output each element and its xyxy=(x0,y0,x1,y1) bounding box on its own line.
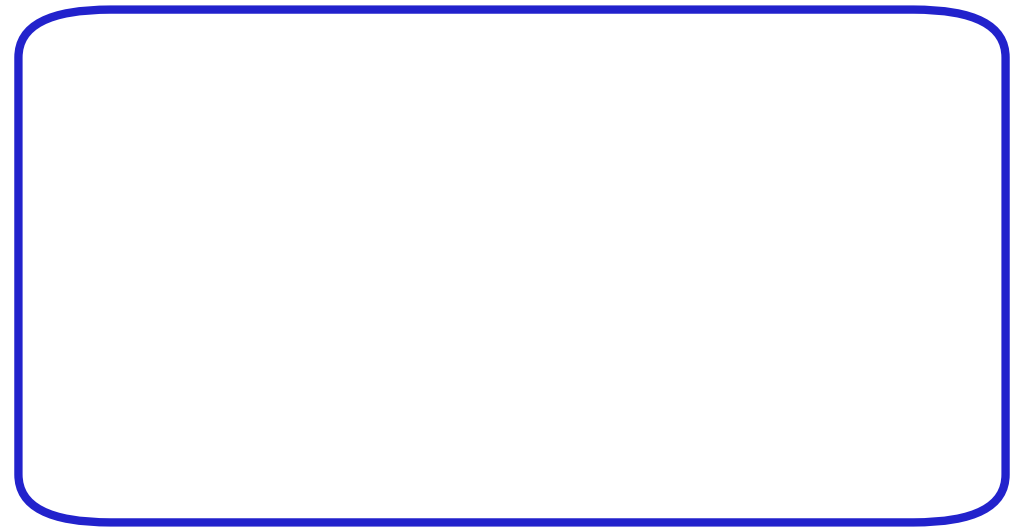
Text: Internal
combustion: Internal combustion xyxy=(271,106,490,177)
Text: Rpm→: Rpm→ xyxy=(743,468,864,502)
Text: Torque→: Torque→ xyxy=(523,176,557,345)
Text: Electric: Electric xyxy=(768,106,907,139)
Text: Torque→: Torque→ xyxy=(41,176,76,345)
Text: Rpm→: Rpm→ xyxy=(278,468,398,502)
FancyBboxPatch shape xyxy=(18,10,1006,522)
